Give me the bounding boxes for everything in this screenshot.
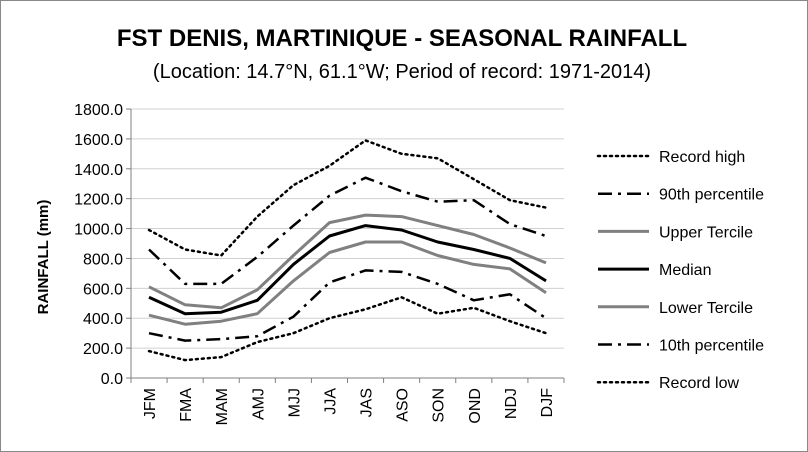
- x-tick-label: AMJ: [250, 388, 267, 420]
- series-line-lower-tercile: [148, 240, 547, 326]
- x-tick-label: ASO: [395, 388, 412, 422]
- y-tick-label: 400.0: [83, 311, 123, 328]
- chart-subtitle: (Location: 14.7°N, 61.1°W; Period of rec…: [153, 61, 651, 83]
- series-lines: [147, 139, 548, 362]
- axes: [126, 108, 565, 383]
- x-tick-label: NDJ: [503, 388, 520, 419]
- series-line-median: [148, 224, 547, 316]
- series-line-upper-tercile: [148, 213, 547, 310]
- x-tick-label: JJA: [322, 388, 339, 415]
- legend-label: 90th percentile: [659, 187, 764, 204]
- x-tick-label: OND: [467, 388, 484, 424]
- gridlines: [131, 108, 564, 349]
- y-tick-label: 0.0: [101, 371, 123, 388]
- x-tick-label: FMA: [178, 388, 195, 422]
- legend-label: Record high: [659, 149, 745, 166]
- y-axis-label: RAINFALL (mm): [35, 200, 52, 315]
- y-tick-label: 1000.0: [74, 222, 123, 239]
- x-tick-label: JAS: [359, 388, 376, 417]
- y-tick-labels: 0.0 200.0 400.0 600.0 800.0 1000.0 1200.0 1400.…: [74, 102, 123, 388]
- x-tick-label: MJJ: [286, 388, 303, 417]
- chart-title: FST DENIS, MARTINIQUE - SEASONAL RAINFAL…: [117, 25, 687, 52]
- x-tick-label: SON: [431, 388, 448, 423]
- y-tick-label: 200.0: [83, 341, 123, 358]
- x-tick-labels: JFM FMA MAM AMJ MJJ JJA JAS ASO SON OND NDJ DJF: [142, 388, 556, 426]
- legend-label: Record low: [659, 375, 739, 392]
- x-tick-label: JFM: [142, 388, 159, 419]
- series-line-record-low: [147, 296, 548, 362]
- series-line-record-high: [147, 139, 548, 257]
- legend-label: Median: [659, 262, 711, 279]
- y-tick-label: 1400.0: [74, 162, 123, 179]
- y-tick-label: 1600.0: [74, 132, 123, 149]
- series-line-90th-percentile: [148, 176, 547, 286]
- legend: Record high 90th percentile Upper Tercile M…: [596, 149, 764, 392]
- y-tick-label: 1200.0: [74, 192, 123, 209]
- series-line-10th-percentile: [148, 269, 547, 342]
- x-tick-label: DJF: [539, 388, 556, 418]
- y-tick-label: 800.0: [83, 251, 123, 268]
- legend-label: Lower Tercile: [659, 300, 753, 317]
- legend-label: 10th percentile: [659, 338, 764, 355]
- y-tick-label: 600.0: [83, 281, 123, 298]
- x-tick-label: MAM: [214, 388, 231, 425]
- y-tick-label: 1800.0: [74, 102, 123, 119]
- legend-label: Upper Tercile: [659, 224, 753, 241]
